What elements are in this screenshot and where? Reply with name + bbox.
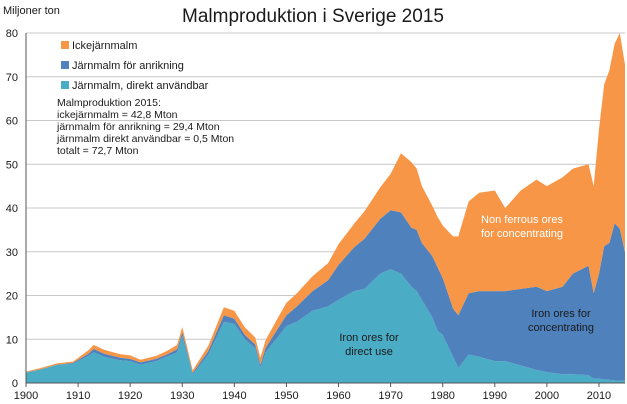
production-summary: Malmproduktion 2015: ickejärnmalm = 42,8… bbox=[56, 97, 234, 157]
y-axis-title: Miljoner ton bbox=[3, 5, 60, 17]
legend-label-iron-direct: Järnmalm, direkt användbar bbox=[72, 80, 209, 92]
legend-label-iron-concentrating: Järnmalm för anrikning bbox=[72, 60, 184, 72]
x-tick-2010: 2010 bbox=[587, 390, 611, 402]
summary-non-ferrous: ickejärnmalm = 42,8 Mton bbox=[57, 109, 178, 121]
y-tick-50: 50 bbox=[6, 159, 18, 171]
stacked-areas bbox=[26, 33, 625, 383]
annotation-non-ferrous-line1: Non ferrous ores bbox=[481, 214, 563, 226]
y-tick-70: 70 bbox=[6, 72, 18, 84]
x-tick-1900: 1900 bbox=[14, 390, 38, 402]
x-tick-1920: 1920 bbox=[118, 390, 142, 402]
y-tick-80: 80 bbox=[6, 28, 18, 40]
summary-heading: Malmproduktion 2015: bbox=[57, 97, 161, 109]
x-tick-1960: 1960 bbox=[326, 390, 350, 402]
x-tick-1950: 1950 bbox=[274, 390, 298, 402]
series-annotations: Non ferrous ores for concentrating Iron … bbox=[339, 214, 594, 358]
legend-swatch-non-ferrous bbox=[61, 41, 69, 49]
x-tick-1970: 1970 bbox=[378, 390, 402, 402]
y-tick-30: 30 bbox=[6, 247, 18, 259]
annotation-iron-concentrating-line1: Iron ores for bbox=[531, 308, 591, 320]
area-iron-concentrating bbox=[26, 210, 625, 381]
legend-swatch-iron-concentrating bbox=[61, 61, 69, 69]
annotation-iron-concentrating-line2: concentrating bbox=[528, 322, 594, 334]
y-tick-labels: 0 10 20 30 40 50 60 70 80 bbox=[6, 28, 18, 390]
summary-iron-direct: järnmalm direkt användbar = 0,5 Mton bbox=[56, 133, 234, 145]
y-tick-60: 60 bbox=[6, 116, 18, 128]
area-non-ferrous bbox=[26, 33, 625, 373]
gridlines bbox=[26, 32, 625, 340]
annotation-iron-direct-line1: Iron ores for bbox=[339, 332, 399, 344]
y-tick-40: 40 bbox=[6, 203, 18, 215]
chart-title: Malmproduktion i Sverige 2015 bbox=[182, 6, 444, 27]
x-tick-labels: 1900 1910 1920 1930 1940 1950 1960 1970 1980 1990… bbox=[14, 383, 611, 402]
y-tick-20: 20 bbox=[6, 291, 18, 303]
summary-iron-concentrating: järnmalm för anrikning = 29,4 Mton bbox=[56, 121, 220, 133]
annotation-non-ferrous-line2: for concentrating bbox=[481, 228, 563, 240]
x-tick-1910: 1910 bbox=[66, 390, 90, 402]
annotation-iron-direct-line2: direct use bbox=[345, 346, 393, 358]
y-tick-0: 0 bbox=[12, 378, 18, 390]
area-iron-direct bbox=[26, 269, 625, 383]
legend: Ickejärnmalm Järnmalm för anrikning Järn… bbox=[61, 40, 209, 92]
x-tick-1980: 1980 bbox=[430, 390, 454, 402]
axes bbox=[25, 33, 625, 384]
x-tick-1990: 1990 bbox=[483, 390, 507, 402]
summary-total: totalt = 72,7 Mton bbox=[57, 145, 139, 157]
x-tick-1930: 1930 bbox=[170, 390, 194, 402]
y-tick-10: 10 bbox=[6, 334, 18, 346]
x-tick-2000: 2000 bbox=[535, 390, 559, 402]
legend-swatch-iron-direct bbox=[61, 81, 69, 89]
x-tick-1940: 1940 bbox=[222, 390, 246, 402]
legend-label-non-ferrous: Ickejärnmalm bbox=[72, 40, 137, 52]
